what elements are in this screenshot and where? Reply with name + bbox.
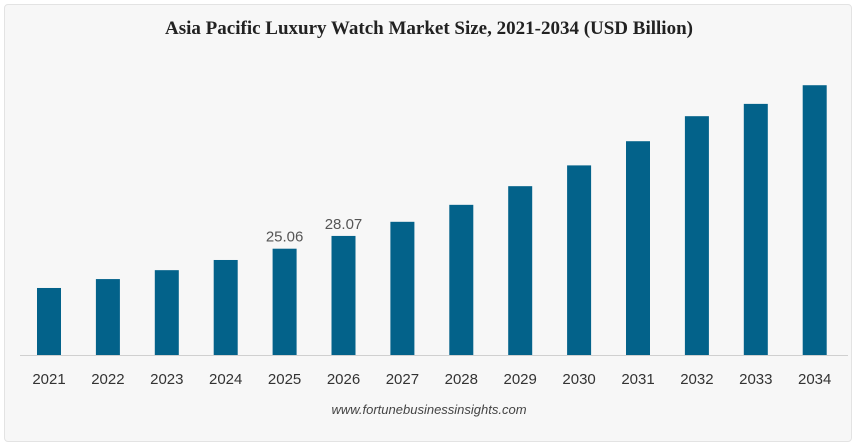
x-tick-label: 2032: [680, 371, 713, 388]
source-text: www.fortunebusinessinsights.com: [331, 402, 527, 417]
x-tick-label: 2027: [386, 371, 419, 388]
x-tick-label: 2028: [445, 371, 478, 388]
bar-2032: [684, 116, 709, 356]
bar-2034: [802, 85, 827, 355]
bar-2029: [508, 186, 533, 355]
x-tick-label: 2033: [739, 371, 772, 388]
bar-2031: [626, 141, 650, 355]
bar-2023: [154, 270, 179, 355]
x-tick-label: 2030: [562, 371, 595, 388]
bar-2030: [567, 165, 592, 355]
bar-2021: [37, 287, 61, 355]
data-label-2025: 25.06: [266, 229, 304, 246]
bar-2024: [213, 259, 238, 355]
x-tick-label: 2022: [91, 371, 124, 388]
x-tick-label: 2029: [504, 371, 537, 388]
x-tick-label: 2031: [621, 371, 654, 388]
x-tick-label: 2021: [32, 371, 65, 388]
data-label-2026: 28.07: [325, 216, 363, 233]
bar-2026: [331, 235, 356, 355]
chart-card: [4, 4, 852, 442]
x-tick-label: 2024: [209, 371, 242, 388]
bar-2027: [390, 221, 415, 355]
bar-2028: [449, 204, 474, 355]
x-tick-label: 2026: [327, 371, 360, 388]
x-tick-label: 2023: [150, 371, 183, 388]
chart-title: Asia Pacific Luxury Watch Market Size, 2…: [165, 18, 693, 39]
bar-2025: [272, 248, 297, 355]
bar-2022: [95, 279, 120, 355]
x-tick-label: 2034: [798, 371, 831, 388]
x-tick-label: 2025: [268, 371, 301, 388]
bar-2033: [743, 103, 768, 355]
